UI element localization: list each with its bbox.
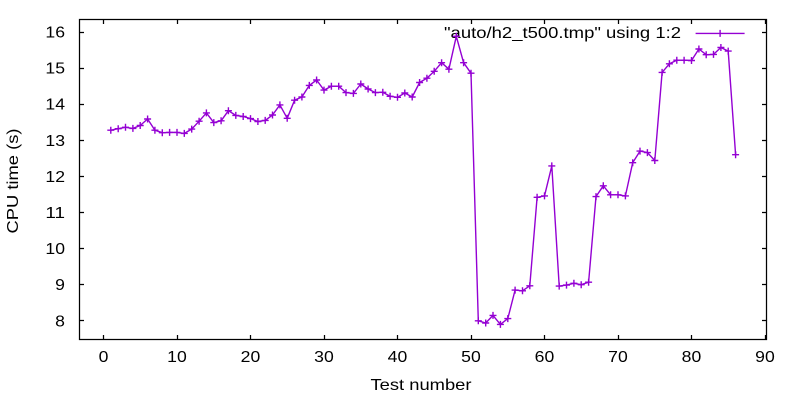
svg-text:16: 16 (45, 25, 65, 42)
svg-text:0: 0 (99, 349, 109, 366)
svg-text:13: 13 (45, 133, 65, 150)
svg-text:14: 14 (45, 97, 65, 114)
svg-text:10: 10 (167, 349, 187, 366)
svg-text:12: 12 (45, 169, 65, 186)
svg-text:9: 9 (55, 277, 65, 294)
svg-text:20: 20 (241, 349, 261, 366)
svg-text:Test number: Test number (371, 377, 473, 394)
svg-text:"auto/h2_t500.tmp" using 1:2: "auto/h2_t500.tmp" using 1:2 (444, 25, 681, 42)
svg-text:70: 70 (608, 349, 628, 366)
svg-text:60: 60 (535, 349, 555, 366)
svg-text:30: 30 (314, 349, 334, 366)
svg-text:40: 40 (388, 349, 408, 366)
svg-text:90: 90 (755, 349, 775, 366)
svg-text:8: 8 (55, 313, 65, 330)
svg-text:CPU time (s): CPU time (s) (5, 129, 22, 234)
svg-text:11: 11 (45, 205, 65, 222)
svg-text:15: 15 (45, 61, 65, 78)
svg-text:80: 80 (682, 349, 702, 366)
svg-text:50: 50 (461, 349, 481, 366)
svg-text:10: 10 (45, 241, 65, 258)
